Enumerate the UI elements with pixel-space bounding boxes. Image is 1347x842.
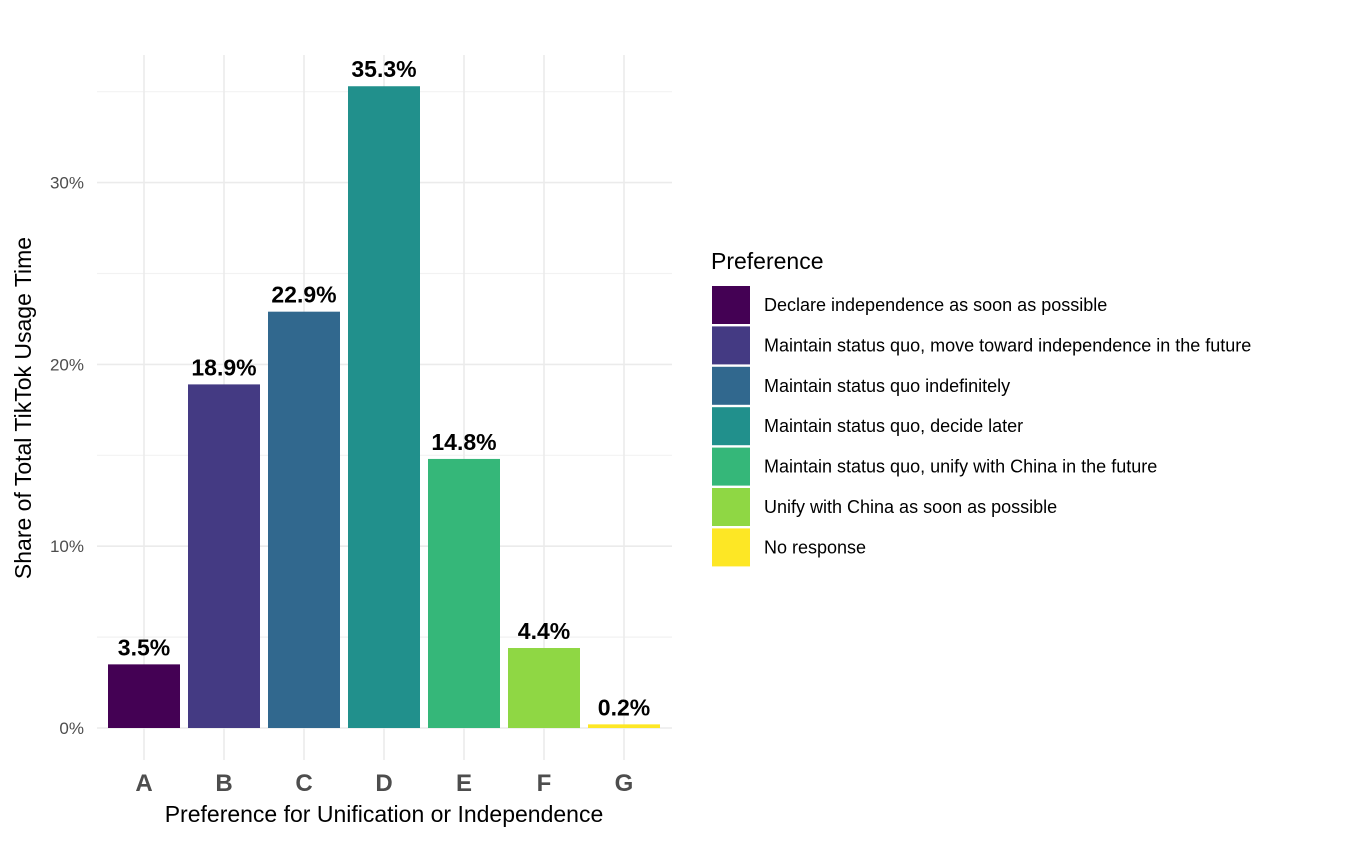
legend-label: Maintain status quo, unify with China in… <box>764 457 1157 477</box>
data-label: 3.5% <box>118 634 170 660</box>
legend-label: Maintain status quo indefinitely <box>764 376 1010 396</box>
y-tick-label: 0% <box>59 719 84 738</box>
data-label: 0.2% <box>598 694 650 720</box>
bar-e <box>428 458 500 728</box>
legend-label: Declare independence as soon as possible <box>764 295 1107 315</box>
x-tick-label: A <box>135 770 152 797</box>
legend-label: Unify with China as soon as possible <box>764 497 1057 517</box>
x-axis-title: Preference for Unification or Independen… <box>165 801 604 827</box>
data-label: 35.3% <box>351 56 416 82</box>
data-label: 14.8% <box>431 429 496 455</box>
x-tick-label: F <box>537 770 552 797</box>
y-axis-ticks: 0% 10% 20% 30% <box>50 174 84 738</box>
bar-a <box>108 664 180 728</box>
legend-key <box>712 528 750 567</box>
data-label: 22.9% <box>271 282 336 308</box>
x-tick-label: E <box>456 770 472 797</box>
legend-key <box>712 286 750 324</box>
bar-b <box>188 384 260 728</box>
data-label: 18.9% <box>191 354 256 380</box>
x-tick-label: G <box>615 770 634 797</box>
y-tick-label: 30% <box>50 174 84 193</box>
x-tick-label: B <box>215 770 232 797</box>
legend-label: No response <box>764 537 866 557</box>
value-labels: 3.5% 18.9% 22.9% 35.3% 14.8% 4.4% 0.2% <box>118 56 650 720</box>
legend-label: Maintain status quo, decide later <box>764 416 1023 436</box>
bar-d <box>348 86 420 729</box>
legend-title: Preference <box>711 248 824 274</box>
legend-key <box>712 366 750 405</box>
legend-key <box>712 447 750 486</box>
y-tick-label: 20% <box>50 355 84 374</box>
bar-c <box>268 311 340 728</box>
legend-label: Maintain status quo, move toward indepen… <box>764 335 1251 355</box>
y-tick-label: 10% <box>50 537 84 556</box>
legend-key <box>712 326 750 365</box>
x-axis-ticks: A B C D E F G <box>135 770 633 797</box>
legend: Preference Declare independence as soon … <box>711 248 1251 567</box>
y-axis-title: Share of Total TikTok Usage Time <box>10 237 36 579</box>
bar-f <box>508 648 580 728</box>
bars <box>108 86 660 729</box>
legend-key <box>712 488 750 526</box>
x-tick-label: C <box>295 770 312 797</box>
x-tick-label: D <box>375 770 392 797</box>
data-label: 4.4% <box>518 618 570 644</box>
bar-g <box>588 724 660 728</box>
legend-key <box>712 407 750 446</box>
